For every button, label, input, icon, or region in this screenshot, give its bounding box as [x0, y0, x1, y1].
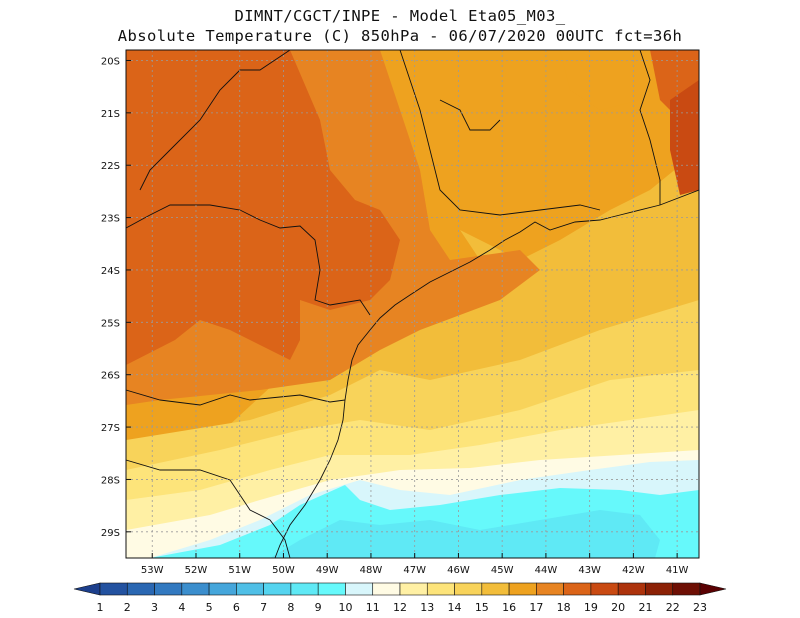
field-band-9 [270, 510, 660, 558]
lat-label: 20S [101, 56, 120, 67]
lat-label: 28S [101, 475, 120, 486]
river-segment [439, 99, 501, 131]
lat-label: 29S [101, 528, 120, 539]
colorbar-label: 10 [338, 601, 352, 614]
colorbar-label: 13 [420, 601, 434, 614]
lat-label: 23S [101, 214, 120, 225]
colorbar-label: 2 [124, 601, 131, 614]
colorbar-label: 17 [529, 601, 543, 614]
graticule [126, 50, 699, 558]
colorbar-swatch [481, 582, 510, 596]
lon-label: 47W [403, 565, 426, 576]
lat-label: 24S [101, 266, 120, 277]
colorbar-swatch [236, 582, 264, 596]
colorbar-label: 11 [366, 601, 380, 614]
colorbar-swatch [672, 582, 701, 596]
colorbar-swatch [426, 582, 455, 596]
lat-label: 25S [101, 318, 120, 329]
lon-label: 45W [491, 565, 514, 576]
colorbar-label: 20 [611, 601, 625, 614]
title-line-2: Absolute Temperature (C) 850hPa - 06/07/… [117, 27, 683, 45]
colorbar-swatch [290, 582, 319, 596]
colorbar-label: 4 [178, 601, 185, 614]
colorbar-label: 16 [502, 601, 516, 614]
colorbar-swatch [399, 582, 428, 596]
lon-label: 53W [141, 565, 164, 576]
state-border-es [639, 50, 661, 205]
colorbar-swatch [590, 582, 619, 596]
temperature-field [126, 50, 699, 558]
lat-label: 22S [101, 161, 120, 172]
lon-label: 41W [666, 565, 689, 576]
colorbar-label: 5 [206, 601, 213, 614]
colorbar-label: 22 [666, 601, 680, 614]
title-line-1: DIMNT/CGCT/INPE - Model Eta05_M03_ [234, 7, 566, 25]
colorbar-label: 23 [693, 601, 707, 614]
colorbar-label: 9 [315, 601, 322, 614]
lon-label: 46W [447, 565, 470, 576]
colorbar-label: 15 [475, 601, 489, 614]
colorbar-swatch [263, 582, 292, 596]
colorbar-label: 8 [287, 601, 294, 614]
lon-label: 43W [578, 565, 601, 576]
state-border-north [126, 204, 371, 316]
lon-label: 48W [360, 565, 383, 576]
colorbar: 1 2 3 4 5 6 7 8 9 10 11 12 13 14 15 16 17 18 19 20 21 22 23 [73, 582, 727, 614]
colorbar-swatch [617, 582, 646, 596]
colorbar-swatch [454, 582, 483, 596]
lat-label: 27S [101, 423, 120, 434]
lon-label: 50W [272, 565, 295, 576]
lon-label: 42W [622, 565, 645, 576]
coastline [274, 189, 699, 558]
colorbar-swatch [208, 582, 237, 596]
lon-label: 49W [316, 565, 339, 576]
colorbar-swatch [181, 582, 210, 596]
field-band-19 [126, 50, 400, 365]
latitude-labels: 20S 21S 22S 23S 24S 25S 26S 27S 28S 29S [101, 56, 131, 539]
colorbar-swatch [317, 582, 346, 596]
colorbar-swatch [563, 582, 592, 596]
longitude-labels: 53W 52W 51W 50W 49W 48W 47W 46W 45W 44W 43W 42W 41W [141, 553, 689, 576]
colorbar-swatch [345, 582, 374, 596]
colorbar-label: 14 [448, 601, 462, 614]
colorbar-swatch [536, 582, 564, 596]
colorbar-label: 18 [557, 601, 571, 614]
lon-label: 51W [228, 565, 251, 576]
map-frame [125, 49, 700, 559]
colorbar-arrow-left [73, 582, 101, 596]
colorbar-label: 7 [260, 601, 267, 614]
colorbar-swatch [645, 582, 674, 596]
colorbar-label: 3 [151, 601, 158, 614]
state-border-paraguay [139, 50, 291, 191]
colorbar-label: 19 [584, 601, 598, 614]
lat-label: 21S [101, 109, 120, 120]
colorbar-swatch [372, 582, 401, 596]
colorbar-swatch [99, 582, 128, 596]
colorbar-label: 21 [638, 601, 652, 614]
colorbar-label: 1 [97, 601, 104, 614]
lat-label: 26S [101, 371, 120, 382]
colorbar-swatch [508, 582, 537, 596]
lon-label: 44W [535, 565, 558, 576]
colorbar-label: 12 [393, 601, 407, 614]
state-border-rs [126, 389, 346, 406]
colorbar-label: 6 [233, 601, 240, 614]
colorbar-swatch [154, 582, 183, 596]
colorbar-arrow-right [699, 582, 727, 596]
colorbar-swatch [126, 582, 155, 596]
field-band-17-north [560, 50, 660, 110]
lon-label: 52W [185, 565, 208, 576]
